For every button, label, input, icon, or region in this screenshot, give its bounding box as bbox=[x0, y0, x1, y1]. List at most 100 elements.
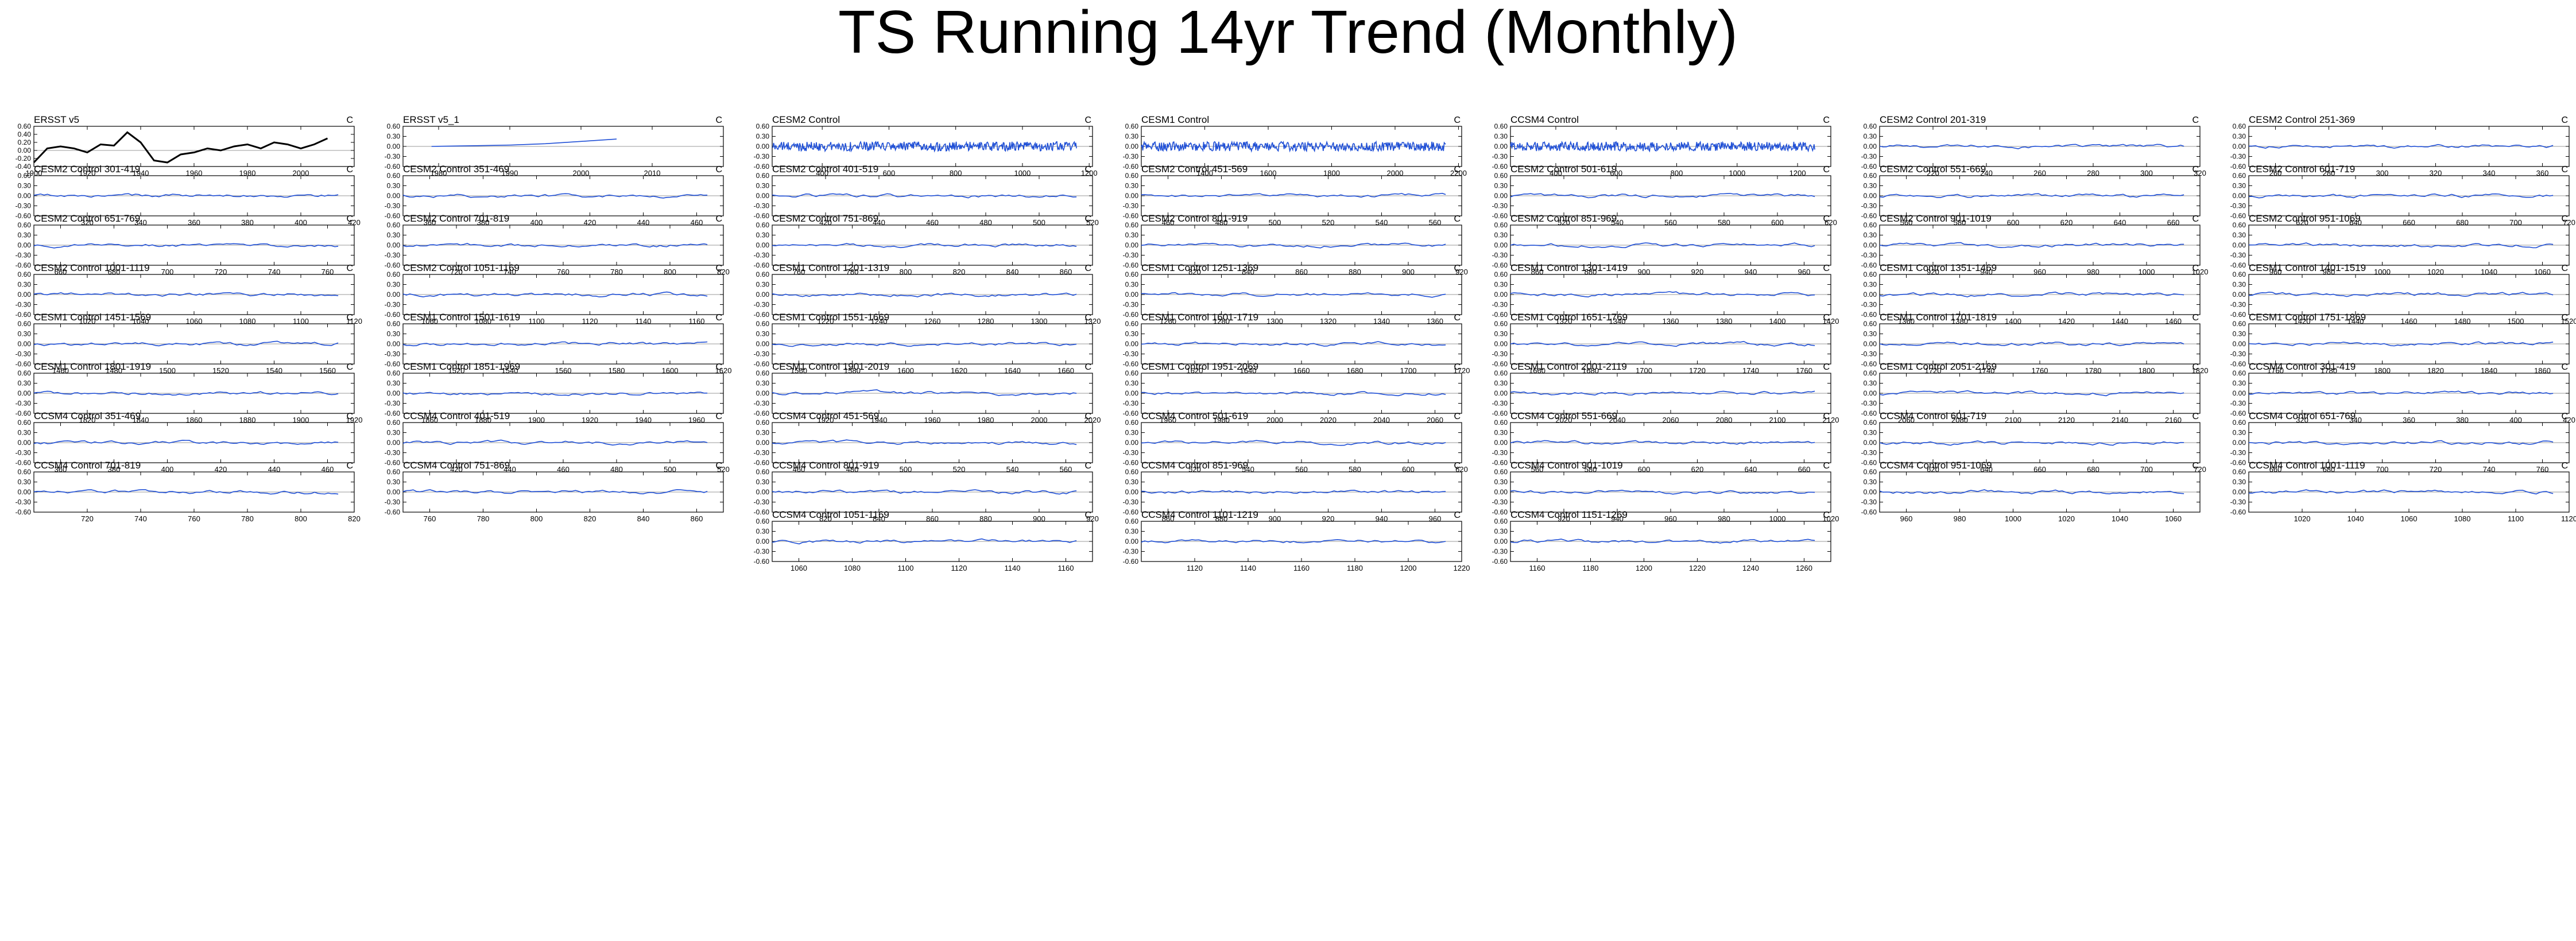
panel-unit: C bbox=[2192, 461, 2199, 471]
x-tick-label: 460 bbox=[793, 465, 805, 474]
panel-title: CESM1 Control 1651-1769 bbox=[1510, 312, 1628, 323]
panel: CESM1 Control 1601-1719 C -0.60 -0.30 0.00 0.… bbox=[1123, 312, 1470, 375]
y-tick-label: -0.60 bbox=[754, 360, 770, 368]
x-tick-label: 1760 bbox=[2032, 366, 2048, 375]
x-tick-label: 940 bbox=[1980, 268, 1993, 276]
x-tick-label: 1080 bbox=[239, 317, 256, 326]
y-tick-label: 0.00 bbox=[1125, 241, 1139, 249]
x-tick-label: 1120 bbox=[582, 317, 598, 326]
x-tick-label: 760 bbox=[188, 514, 200, 523]
x-tick-label: 680 bbox=[2456, 218, 2469, 227]
series-line bbox=[402, 489, 708, 495]
x-tick-label: 980 bbox=[2087, 268, 2099, 276]
x-tick-label: 700 bbox=[2140, 465, 2153, 474]
panel: CESM2 Control 301-419 C -0.60 -0.30 0.00 0.30… bbox=[16, 164, 361, 227]
x-tick-label: 500 bbox=[1269, 218, 1281, 227]
panel-title: CESM2 Control 501-619 bbox=[1510, 164, 1617, 175]
y-tick-label: -0.60 bbox=[754, 409, 770, 417]
x-tick-label: 1460 bbox=[2165, 317, 2182, 326]
series-line bbox=[1879, 489, 2184, 495]
y-tick-label: 0.60 bbox=[18, 270, 32, 278]
y-tick-label: 0.00 bbox=[387, 142, 401, 150]
x-tick-label: 940 bbox=[1611, 514, 1624, 523]
panel-unit: C bbox=[2192, 362, 2199, 372]
x-tick-label: 420 bbox=[215, 465, 227, 474]
y-tick-label: 0.30 bbox=[1494, 182, 1508, 190]
panel: CCSM4 Control 401-519 C -0.60 -0.30 0.00 0.30… bbox=[385, 411, 730, 474]
y-tick-label: -0.30 bbox=[385, 400, 401, 408]
x-tick-label: 560 bbox=[1531, 465, 1544, 474]
y-tick-label: 0.00 bbox=[1494, 537, 1508, 545]
y-tick-label: 0.60 bbox=[756, 517, 770, 525]
series-line bbox=[772, 389, 1077, 396]
x-tick-label: 2000 bbox=[573, 169, 590, 177]
y-tick-label: 0.00 bbox=[1125, 537, 1139, 545]
y-tick-label: 0.60 bbox=[2233, 221, 2246, 229]
x-tick-label: 1980 bbox=[978, 416, 994, 424]
x-tick-label: 740 bbox=[268, 268, 281, 276]
panel-title: CESM1 Control 2001-2119 bbox=[1510, 361, 1627, 372]
series-line bbox=[1879, 440, 2184, 446]
panel-title: CCSM4 Control 601-719 bbox=[1880, 411, 1986, 421]
panel-unit: C bbox=[1823, 313, 1830, 323]
series-line bbox=[1510, 242, 1815, 249]
x-tick-label: 1780 bbox=[2085, 366, 2102, 375]
x-tick-label: 860 bbox=[1531, 268, 1544, 276]
x-tick-label: 1140 bbox=[1005, 564, 1021, 572]
y-tick-label: -0.30 bbox=[16, 251, 32, 260]
panel-unit: C bbox=[2192, 264, 2199, 273]
x-tick-label: 820 bbox=[584, 514, 596, 523]
y-tick-label: 0.00 bbox=[1864, 241, 1877, 249]
x-tick-label: 1960 bbox=[688, 416, 705, 424]
panel: CESM2 Control 701-819 C-0.60-0.300.000.30… bbox=[385, 213, 730, 276]
x-tick-label: 1960 bbox=[924, 416, 941, 424]
x-tick-label: 360 bbox=[424, 218, 436, 227]
y-tick-label: 0.00 bbox=[1125, 488, 1139, 496]
x-tick-label: 660 bbox=[2403, 218, 2415, 227]
y-tick-label: 0.60 bbox=[1494, 122, 1508, 130]
y-tick-label: -0.60 bbox=[1123, 557, 1139, 566]
y-tick-label: -0.60 bbox=[1123, 409, 1139, 417]
y-tick-label: -0.30 bbox=[1123, 498, 1139, 506]
x-tick-label: 1760 bbox=[2267, 366, 2284, 375]
y-tick-label: 0.30 bbox=[1494, 231, 1508, 239]
x-tick-label: 1700 bbox=[1636, 366, 1652, 375]
y-tick-label: -0.60 bbox=[1492, 557, 1508, 566]
panel-unit: C bbox=[1823, 165, 1830, 175]
x-tick-label: 760 bbox=[2536, 465, 2549, 474]
y-tick-label: 0.30 bbox=[2233, 429, 2246, 437]
x-tick-label: 1120 bbox=[2561, 514, 2576, 523]
x-tick-label: 920 bbox=[1322, 514, 1335, 523]
series-line bbox=[33, 390, 339, 396]
panel: CESM2 Control 901-1019 C-0.60-0.300.000.3… bbox=[1861, 213, 2209, 276]
x-tick-label: 240 bbox=[1980, 169, 1993, 177]
panel: CESM1 Control 2051-2169 C-0.60-0.300.000.… bbox=[1861, 361, 2201, 424]
x-tick-label: 540 bbox=[1611, 218, 1624, 227]
y-tick-label: 0.00 bbox=[756, 241, 770, 249]
y-tick-label: 0.30 bbox=[1125, 528, 1139, 536]
y-tick-label: 0.30 bbox=[1494, 281, 1508, 289]
panel-title: CCSM4 Control 551-669 bbox=[1510, 411, 1617, 421]
x-tick-label: 420 bbox=[2563, 416, 2575, 424]
y-tick-label: 0.30 bbox=[756, 330, 770, 338]
panel-title: CESM2 Control 851-969 bbox=[1510, 213, 1617, 224]
panel: CCSM4 Control 501-619 C -0.60 -0.30 0.00 0.30… bbox=[1123, 411, 1468, 474]
y-tick-label: -0.60 bbox=[1861, 508, 1877, 516]
y-tick-label: 0.30 bbox=[1125, 281, 1139, 289]
panel-title: CESM2 Control 751-869 bbox=[772, 213, 878, 224]
x-tick-label: 400 bbox=[295, 218, 307, 227]
x-tick-label: 1100 bbox=[898, 564, 914, 572]
y-tick-label: 0.60 bbox=[18, 369, 32, 377]
y-tick-label: -0.60 bbox=[385, 459, 401, 467]
series-line bbox=[1141, 140, 1446, 153]
panel-unit: C bbox=[1454, 510, 1461, 520]
x-tick-label: 700 bbox=[2376, 465, 2389, 474]
series-line bbox=[1510, 291, 1815, 298]
y-tick-label: 0.60 bbox=[1125, 122, 1139, 130]
series-line bbox=[1879, 193, 2184, 198]
x-tick-label: 620 bbox=[2060, 218, 2073, 227]
x-tick-label: 1300 bbox=[1031, 317, 1048, 326]
y-tick-label: -0.60 bbox=[1492, 261, 1508, 269]
series-line bbox=[402, 291, 708, 297]
panel: CESM1 Control 1851-1969 C-0.60-0.300.000.… bbox=[385, 361, 724, 424]
